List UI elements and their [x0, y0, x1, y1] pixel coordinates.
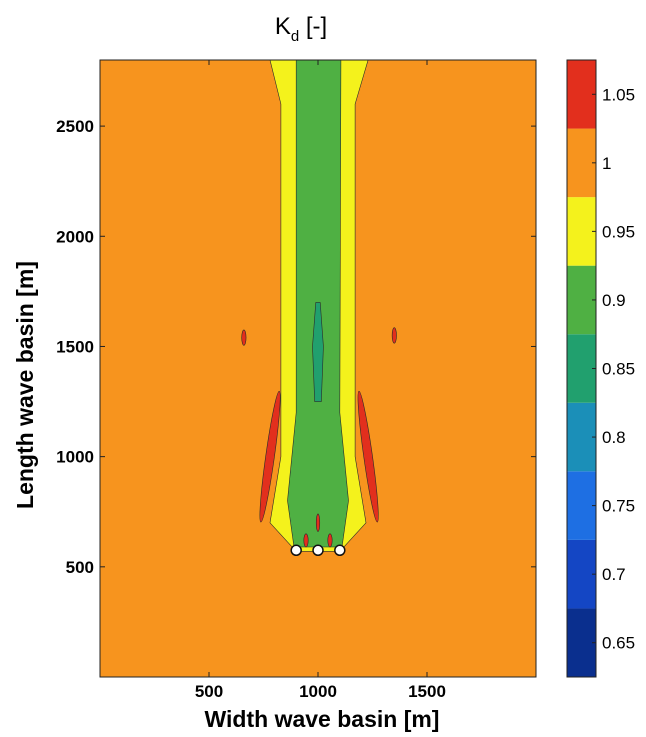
colorbar: 0.65 0.7 0.75 0.8 0.85 0.9 0.95 1 1.05: [566, 59, 635, 678]
y-tick-label: 2000: [56, 227, 94, 246]
colorbar-segment: [567, 402, 596, 472]
colorbar-tick-label: 0.9: [602, 291, 626, 310]
colorbar-segment: [567, 334, 596, 403]
contour-band-0_85: [312, 302, 324, 402]
x-axis-ticks: 500 1000 1500: [195, 60, 446, 701]
high-kd-spot: [241, 329, 247, 346]
x-axis-label: Width wave basin [m]: [205, 706, 440, 732]
colorbar-tick-label: 1.05: [602, 85, 635, 104]
high-kd-spot: [303, 533, 309, 548]
x-tick-label: 500: [195, 682, 223, 701]
colorbar-tick-label: 0.75: [602, 497, 635, 516]
colorbar-tick-label: 0.65: [602, 634, 635, 653]
contour-field: [100, 60, 536, 677]
colorbar-segment: [567, 265, 596, 335]
x-tick-label: 1500: [408, 682, 446, 701]
colorbar-tick-label: 0.7: [602, 565, 626, 584]
colorbar-segment: [567, 471, 596, 540]
y-tick-label: 1500: [56, 337, 94, 356]
colorbar-segment: [567, 539, 596, 609]
y-axis-label: Length wave basin [m]: [12, 261, 38, 509]
colorbar-tick-label: 1: [602, 154, 611, 173]
structure-marker: [290, 544, 302, 557]
colorbar-tick-label: 0.85: [602, 360, 635, 379]
high-kd-spot: [327, 533, 333, 548]
y-tick-label: 2500: [56, 117, 94, 136]
high-kd-spot: [391, 327, 397, 344]
contour-plot-area: [99, 59, 537, 678]
colorbar-segment: [567, 60, 596, 129]
colorbar-segment: [567, 128, 596, 198]
colorbar-tick-label: 0.8: [602, 428, 626, 447]
y-tick-label: 500: [66, 558, 94, 577]
structure-marker: [312, 544, 324, 557]
colorbar-segment: [567, 608, 596, 677]
chart-title: Kd [-]: [275, 13, 327, 45]
high-kd-spot: [357, 390, 379, 523]
y-tick-label: 1000: [56, 448, 94, 467]
high-kd-spot: [315, 513, 321, 532]
colorbar-tick-label: 0.95: [602, 222, 635, 241]
x-tick-label: 1000: [299, 682, 337, 701]
y-axis-ticks: 500 1000 1500 2000 2500: [56, 117, 536, 577]
colorbar-segment: [567, 197, 596, 266]
high-kd-spot: [259, 390, 281, 523]
structure-marker: [334, 544, 346, 557]
